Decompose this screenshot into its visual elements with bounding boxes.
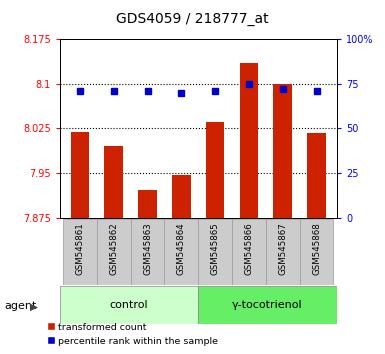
Bar [97, 219, 131, 285]
Text: GDS4059 / 218777_at: GDS4059 / 218777_at [116, 12, 269, 27]
Text: GSM545868: GSM545868 [312, 222, 321, 275]
Text: GSM545865: GSM545865 [211, 222, 220, 275]
Text: agent: agent [5, 301, 37, 311]
Bar [240, 63, 258, 218]
Text: GSM545864: GSM545864 [177, 222, 186, 275]
Bar [198, 219, 232, 285]
Bar [104, 146, 123, 218]
Text: GSM545862: GSM545862 [109, 222, 118, 275]
Bar [273, 84, 292, 218]
Bar [172, 175, 191, 218]
Bar [131, 219, 164, 285]
Text: GSM545863: GSM545863 [143, 222, 152, 275]
Bar [232, 219, 266, 285]
Text: γ-tocotrienol: γ-tocotrienol [232, 300, 303, 310]
Text: GSM545866: GSM545866 [244, 222, 253, 275]
Bar [206, 122, 224, 218]
Text: GSM545867: GSM545867 [278, 222, 287, 275]
Legend: transformed count, percentile rank within the sample: transformed count, percentile rank withi… [43, 319, 222, 349]
Text: control: control [110, 300, 148, 310]
Bar [300, 219, 333, 285]
Bar [164, 219, 198, 285]
Bar [63, 219, 97, 285]
Text: ▶: ▶ [30, 302, 38, 312]
Bar [71, 132, 89, 218]
Bar [307, 133, 326, 218]
Bar [198, 286, 337, 324]
Bar [266, 219, 300, 285]
Text: GSM545861: GSM545861 [75, 222, 84, 275]
Bar [138, 190, 157, 218]
Bar [60, 286, 198, 324]
